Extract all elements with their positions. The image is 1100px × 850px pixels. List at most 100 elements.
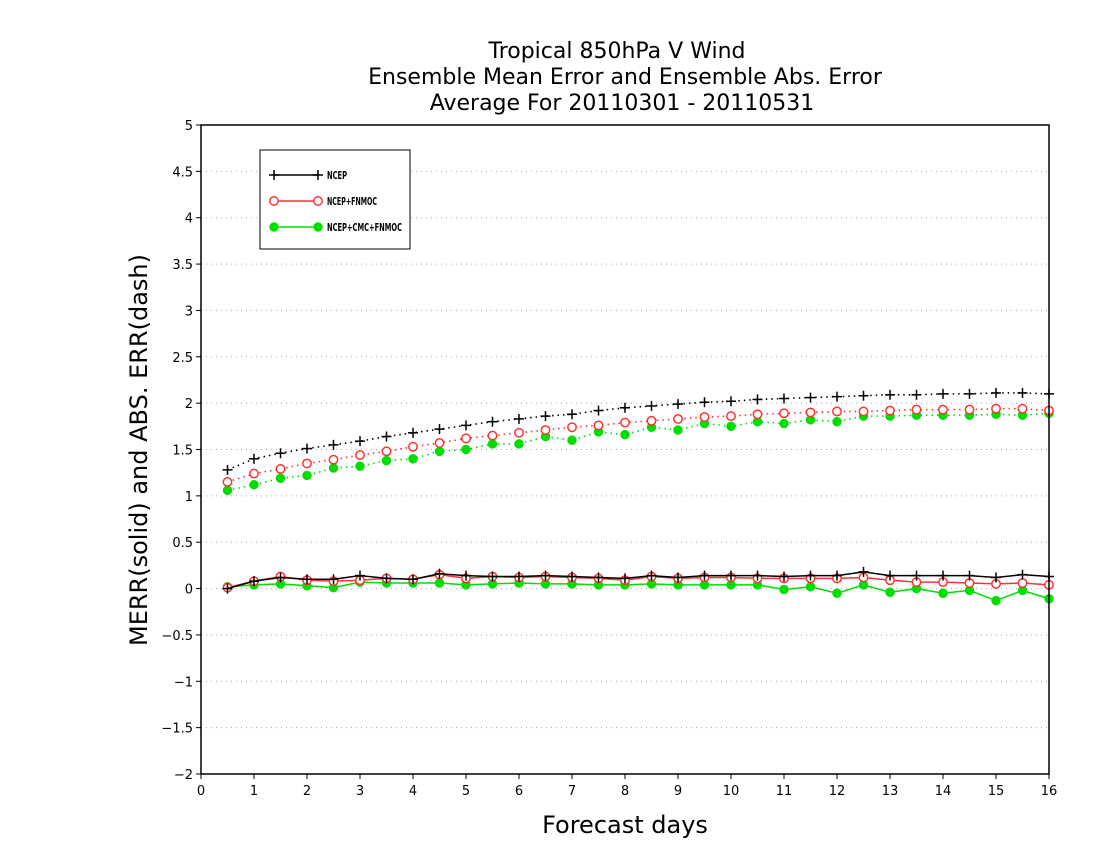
legend-item-ncep-fnmoc: NCEP+FNMOC [269,195,377,208]
abs-err-point [911,404,922,415]
x-tick-label: 16 [1041,784,1058,799]
merr-point [593,572,604,583]
abs-err-point [699,397,710,408]
abs-err-point [381,455,392,466]
abs-err-point [275,464,286,474]
abs-err-point [646,415,657,426]
series-layer [222,387,1054,606]
abs-err-point [673,399,683,410]
series-ncep-abs-err [222,387,1054,475]
merr-point [673,572,683,583]
merr-point [1017,569,1028,580]
merr-point [461,570,471,581]
x-tick-label: 2 [303,784,311,799]
abs-err-point [222,477,233,487]
abs-err-point [1017,387,1028,398]
abs-err-point [620,417,630,428]
title-line-1: Tropical 850hPa V Wind [487,39,745,64]
merr-point [222,583,233,594]
legend-marker [313,170,323,180]
merr-point [355,570,365,581]
abs-err-point [514,413,524,424]
abs-err-point [885,405,895,416]
merr-point [540,570,551,581]
abs-err-point [620,402,630,413]
abs-err-point [302,470,312,481]
abs-err-point [938,404,948,415]
merr-point [275,572,286,583]
x-tick-label: 11 [776,784,793,799]
merr-point [885,570,895,581]
merr-point [567,571,577,582]
chart-title: Tropical 850hPa V Wind Ensemble Mean Err… [368,39,883,116]
x-tick-label: 10 [723,784,740,799]
abs-err-point [275,448,286,459]
y-tick-label: 2.5 [172,351,193,366]
merr-point [885,587,895,598]
merr-point [646,570,657,581]
abs-err-point [752,394,763,405]
title-line-3: Average For 20110301 - 20110531 [430,91,815,116]
merr-point [620,573,630,584]
abs-err-point [514,439,524,449]
abs-err-point [620,429,630,440]
merr-point [699,570,710,581]
abs-err-point [434,424,445,435]
abs-err-point [673,413,683,424]
legend-label: NCEP [327,169,347,182]
y-tick-label: −0.5 [161,629,193,644]
abs-err-point [328,439,339,450]
x-tick-label: 9 [674,784,682,799]
abs-err-point [328,454,339,465]
abs-err-point [222,464,233,475]
abs-err-point [275,473,286,483]
merr-line [227,581,1050,602]
abs-err-point [699,412,710,422]
grid-lines [201,170,1049,729]
abs-err-point [832,416,842,427]
abs-err-point [726,421,736,432]
abs-err-point [779,393,789,404]
merr-point [779,584,789,595]
y-tick-label: −1 [174,675,193,690]
x-tick-label: 15 [988,784,1005,799]
x-tick-label: 13 [882,784,899,799]
merr-point [726,570,736,581]
abs-err-point [408,454,418,464]
legend-marker [269,170,279,180]
abs-err-point [805,392,816,403]
abs-err-point [540,425,551,435]
merr-point [805,570,816,581]
x-tick-label: 14 [935,784,952,799]
merr-point [858,566,869,577]
y-tick-label: −1.5 [161,722,193,737]
x-tick-label: 4 [409,784,417,799]
merr-point [805,581,816,592]
abs-err-point [487,439,498,449]
abs-err-point [408,427,418,438]
abs-err-point [858,390,869,401]
x-tick-label: 5 [462,784,470,799]
abs-err-point [461,433,471,444]
abs-err-point [461,420,471,431]
y-axis-label: MERR(solid) and ABS. ERR(dash) [125,254,153,646]
merr-point [1017,578,1028,588]
merr-point [779,571,789,582]
abs-err-point [249,468,259,479]
legend-marker [269,222,279,232]
abs-err-point [885,389,895,400]
abs-err-point [514,427,524,438]
series-ncep-cmc-fnmoc-abs-err [222,408,1054,496]
abs-err-point [726,411,736,422]
abs-err-point [964,388,975,399]
abs-err-point [302,443,312,454]
y-axis: −2 −1.5 −1 −0.5 0 0.5 1 1.5 2 2.5 3 3.5 4 4.5 5 [161,119,201,783]
abs-err-line [227,407,1050,483]
abs-err-point [249,479,259,490]
merr-point [487,571,498,582]
legend-item-ncep: NCEP [269,169,347,182]
merr-point [434,578,445,588]
x-tick-label: 8 [621,784,629,799]
y-tick-label: 2 [185,397,193,412]
